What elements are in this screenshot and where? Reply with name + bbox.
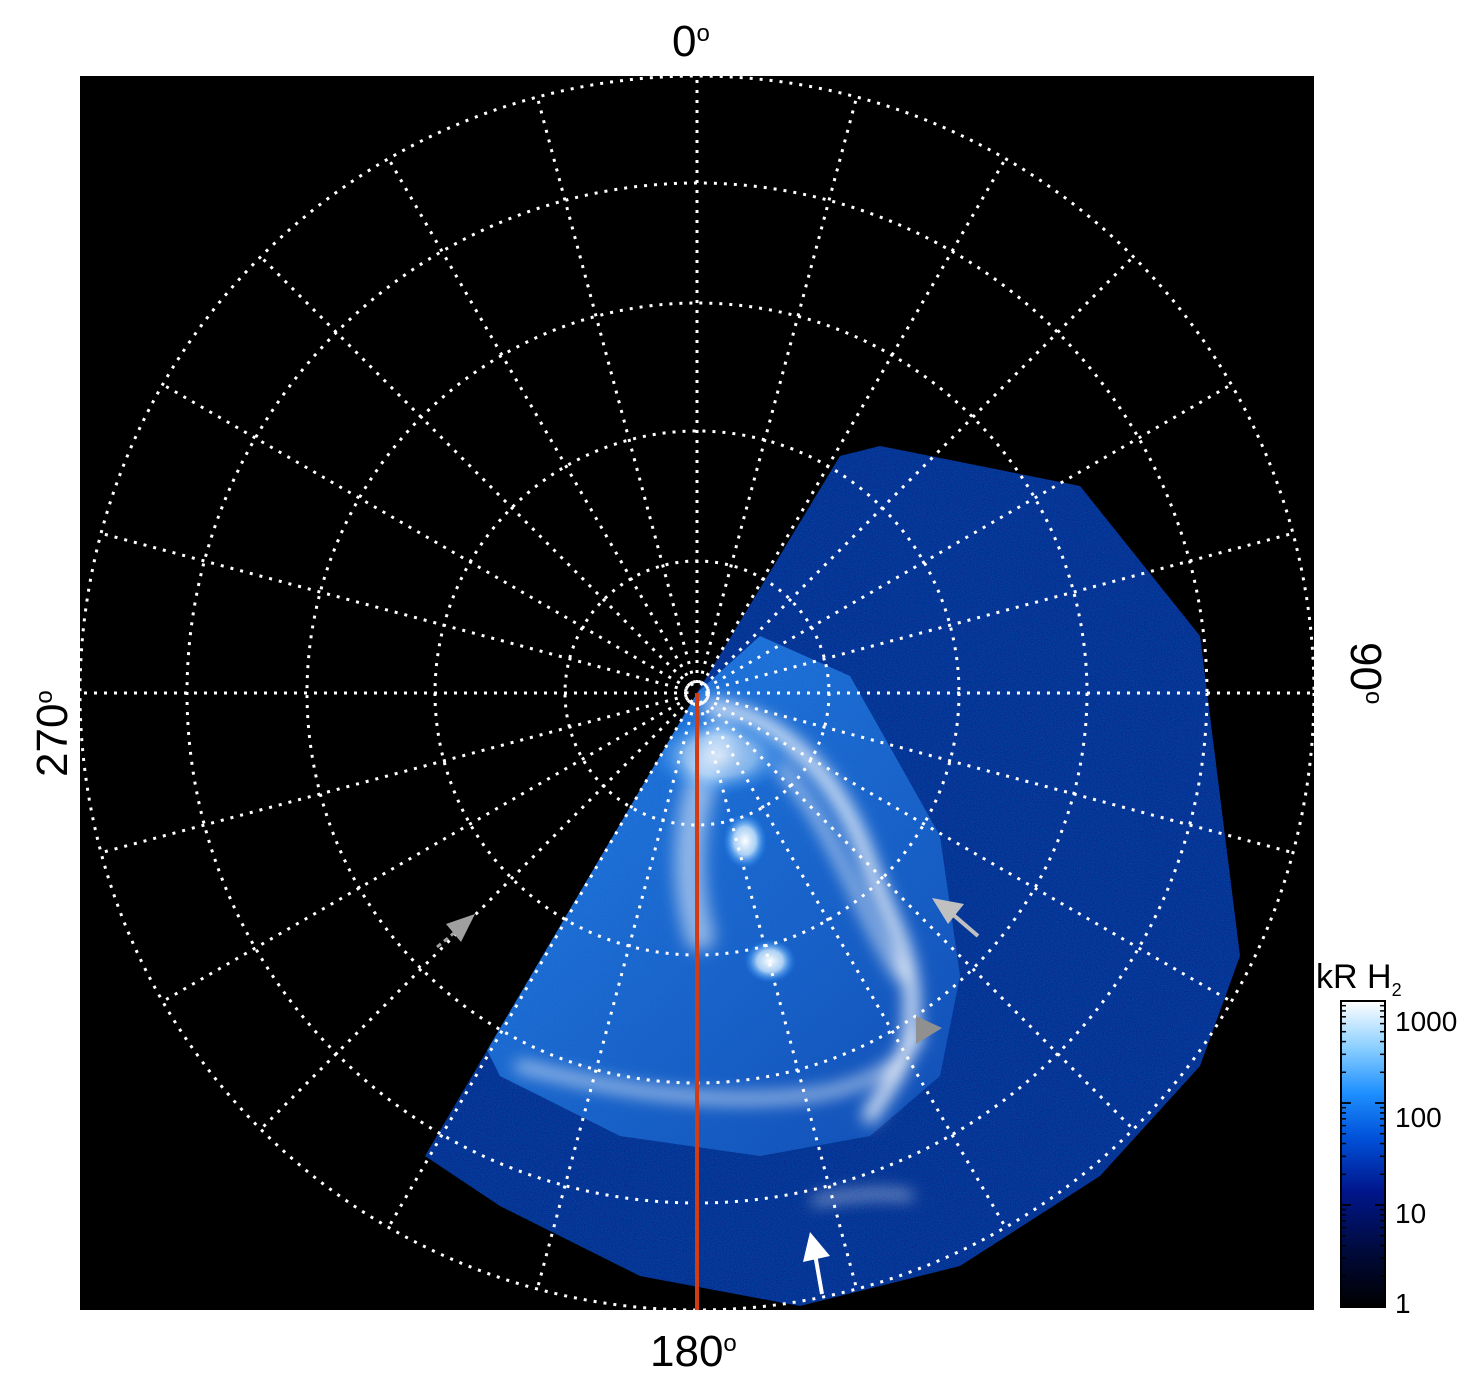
- grid-meridian-line: [161, 696, 690, 1003]
- label-180-degrees: 180o: [650, 1327, 737, 1376]
- arrow-gray-right-lower: [916, 1016, 942, 1044]
- grid-meridian-line: [704, 696, 1233, 1003]
- grid-meridian-line: [387, 157, 694, 686]
- grid-meridian-line: [700, 157, 1007, 686]
- grid-meridian-line: [703, 699, 1135, 1131]
- colorbar-tick-1000: 1000: [1395, 1006, 1458, 1037]
- label-90-degrees: 90o: [1341, 642, 1390, 705]
- grid-meridian-line: [700, 700, 1007, 1229]
- label-270-degrees: 270o: [28, 690, 77, 777]
- colorbar-tick-1: 1: [1395, 1288, 1411, 1319]
- grid-meridian-line: [100, 531, 688, 692]
- grid-meridian-line: [259, 699, 691, 1131]
- colorbar: [1340, 1000, 1386, 1308]
- grid-meridian-line: [535, 96, 696, 684]
- grid-meridian-line: [703, 255, 1135, 687]
- colorbar-title: kR H2: [1316, 958, 1402, 1000]
- grid-meridian-line: [704, 383, 1233, 690]
- grid-meridian-line: [100, 694, 688, 855]
- grid-meridian-line: [259, 255, 691, 687]
- grid-meridian-line: [706, 531, 1294, 692]
- label-0-degrees: 0o: [672, 17, 710, 66]
- arrow-gray-right-upper: [932, 898, 980, 938]
- grid-meridian-line: [706, 694, 1294, 855]
- arrow-white-bottom: [803, 1232, 830, 1295]
- arrow-gray-left: [436, 914, 475, 949]
- grid-meridians: [80, 76, 1314, 1310]
- grid-meridian-line: [535, 702, 696, 1290]
- grid-meridian-line: [698, 702, 859, 1290]
- colorbar-tick-100: 100: [1395, 1102, 1442, 1133]
- polar-aurora-image: [80, 76, 1314, 1310]
- grid-meridian-line: [161, 383, 690, 690]
- grid-meridian-line: [387, 700, 694, 1229]
- colorbar-tick-10: 10: [1395, 1198, 1427, 1229]
- grid-meridian-line: [698, 96, 859, 684]
